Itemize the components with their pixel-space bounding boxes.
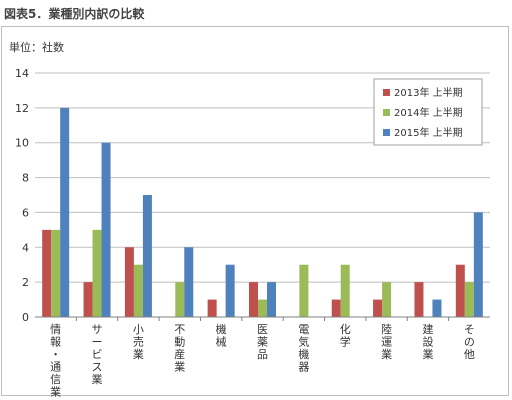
bar-1-8 [331, 299, 341, 317]
y-tick-label: 8 [22, 172, 29, 185]
category-label: 医薬品 [257, 323, 268, 361]
category-label: サービス業 [92, 323, 103, 386]
bar-1-2 [83, 282, 93, 317]
category-label: 電気機器 [298, 323, 309, 374]
bar-3-5 [225, 264, 235, 317]
chart-area: 単位：社数 0 2 4 6 8 10 12 14 情報・通信業 サービス業 小売業 不動産業 機械 医薬… [1, 26, 509, 397]
y-tick-label: 2 [22, 276, 29, 289]
category-label: 化学 [340, 322, 351, 349]
bar-1-5 [207, 299, 217, 317]
unit-label: 単位：社数 [9, 40, 64, 54]
legend-swatch-2 [383, 109, 390, 116]
legend-label-3: 2015年 上半期 [394, 126, 463, 139]
bar-1-3 [124, 247, 134, 317]
legend-swatch-1 [383, 89, 390, 96]
y-tick-label: 10 [15, 137, 29, 150]
bar-3-10 [432, 299, 442, 317]
bar-3-1 [60, 107, 70, 317]
bar-2-3 [133, 264, 143, 317]
bar-1-11 [455, 264, 465, 317]
legend: 2013年 上半期 2014年 上半期 2015年 上半期 [373, 78, 483, 146]
category-label: 小売業 [133, 323, 144, 361]
category-labels: 情報・通信業 サービス業 小売業 不動産業 機械 医薬品 電気機器 化学 陸運業 建設業 その他 [50, 317, 475, 397]
bar-2-7 [299, 264, 309, 317]
bar-chart: 単位：社数 0 2 4 6 8 10 12 14 情報・通信業 サービス業 小売業 不動産業 機械 医薬… [9, 40, 490, 397]
bar-3-3 [142, 195, 152, 317]
bar-2-9 [382, 282, 392, 317]
bar-2-6 [258, 299, 267, 317]
category-label: 機械 [216, 322, 227, 349]
bar-3-2 [101, 142, 111, 317]
bar-2-4 [175, 282, 185, 317]
category-label: その他 [464, 323, 475, 361]
bar-3-4 [184, 247, 194, 317]
bar-2-11 [464, 282, 474, 317]
bar-1-10 [414, 282, 424, 317]
category-label: 不動産業 [174, 323, 185, 374]
y-tick-label: 14 [15, 67, 29, 80]
bar-1-6 [249, 282, 258, 317]
bar-2-2 [92, 229, 102, 317]
bar-3-6 [267, 282, 276, 317]
bar-3-11 [473, 212, 483, 317]
category-label: 情報・通信業 [50, 323, 61, 397]
category-label: 建設業 [422, 322, 433, 361]
bars [42, 107, 483, 317]
legend-swatch-3 [383, 129, 390, 136]
y-tick-label: 12 [15, 102, 29, 115]
y-axis-ticks: 0 2 4 6 8 10 12 14 [15, 67, 29, 324]
bar-2-8 [340, 264, 350, 317]
gridlines [35, 72, 490, 283]
bar-1-9 [373, 299, 383, 317]
y-tick-label: 6 [22, 206, 29, 219]
legend-label-2: 2014年 上半期 [394, 106, 463, 119]
figure-title: 図表5．業種別内訳の比較 [4, 7, 145, 21]
bar-1-1 [42, 229, 52, 317]
y-tick-label: 0 [22, 311, 29, 324]
bar-2-1 [51, 229, 61, 317]
category-label: 陸運業 [381, 323, 392, 361]
y-tick-label: 4 [22, 241, 29, 254]
legend-label-1: 2013年 上半期 [394, 86, 463, 99]
legend-box [373, 78, 483, 146]
